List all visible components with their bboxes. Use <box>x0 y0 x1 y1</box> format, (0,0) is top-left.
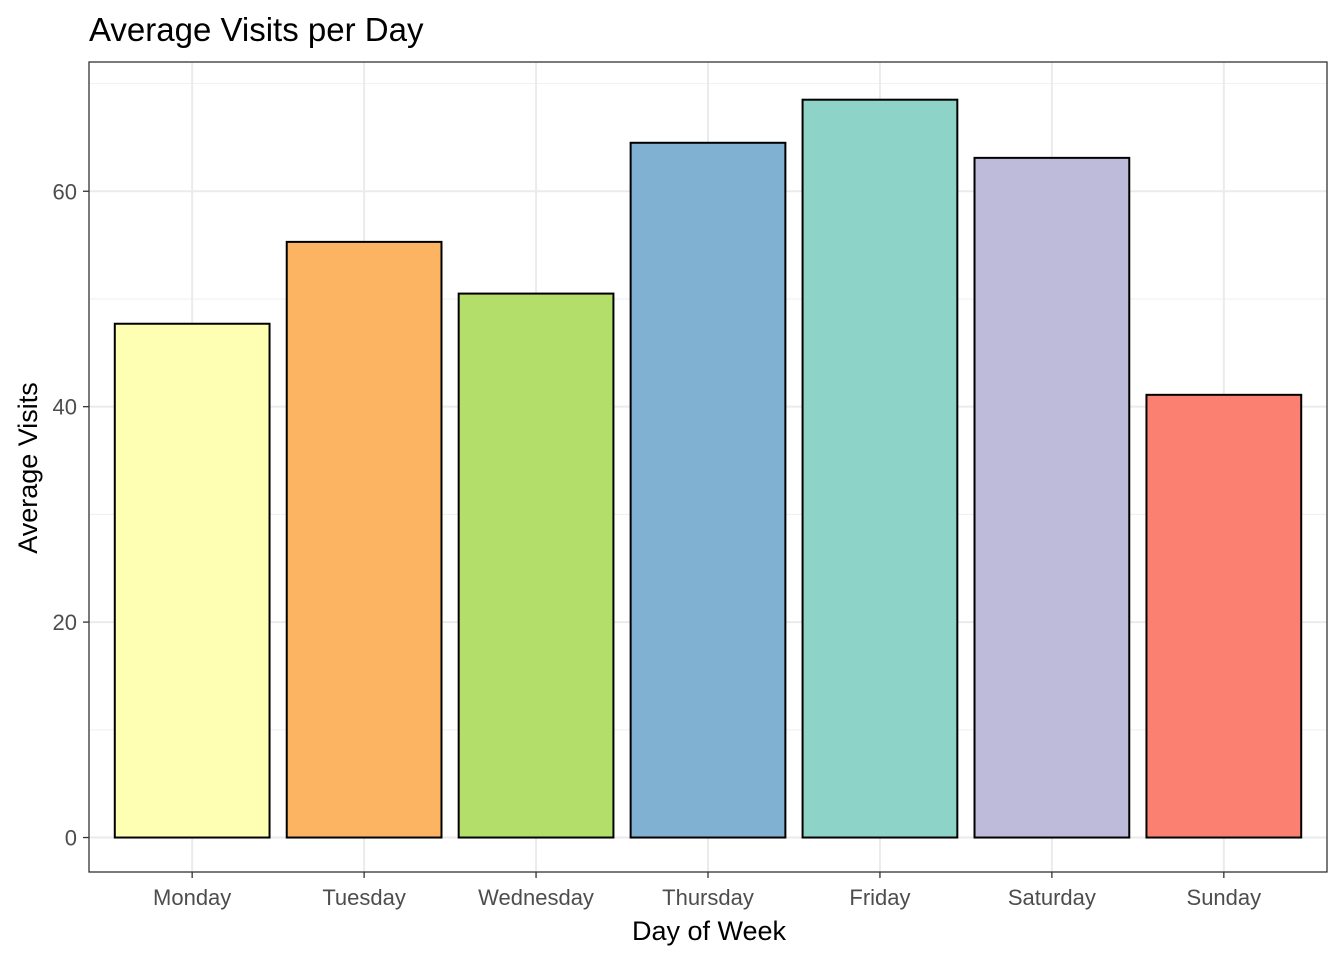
bar-wednesday <box>457 292 615 839</box>
plot-panel: 0 20 40 60 Monday Tuesday Wednesday Thursday Fri… <box>53 61 1328 910</box>
x-tick-label: Saturday <box>1008 885 1096 910</box>
x-axis-title: Day of Week <box>632 916 787 946</box>
bar-monday <box>113 322 271 839</box>
bar-sunday <box>1145 393 1303 839</box>
y-tick-label: 40 <box>53 395 77 420</box>
x-tick-label: Wednesday <box>478 885 594 910</box>
y-axis-title: Average Visits <box>13 382 43 554</box>
bar-saturday <box>973 156 1131 839</box>
x-tick-label: Monday <box>153 885 231 910</box>
x-tick-label: Thursday <box>662 885 754 910</box>
bar-thursday <box>629 141 787 839</box>
y-tick-label: 0 <box>65 826 77 851</box>
bar-friday <box>801 98 959 839</box>
x-tick-label: Tuesday <box>322 885 406 910</box>
y-tick-label: 60 <box>53 179 77 204</box>
x-tick-label: Friday <box>849 885 910 910</box>
chart-title: Average Visits per Day <box>89 11 424 48</box>
x-tick-label: Sunday <box>1187 885 1262 910</box>
bar-tuesday <box>285 240 443 839</box>
y-tick-label: 20 <box>53 610 77 635</box>
